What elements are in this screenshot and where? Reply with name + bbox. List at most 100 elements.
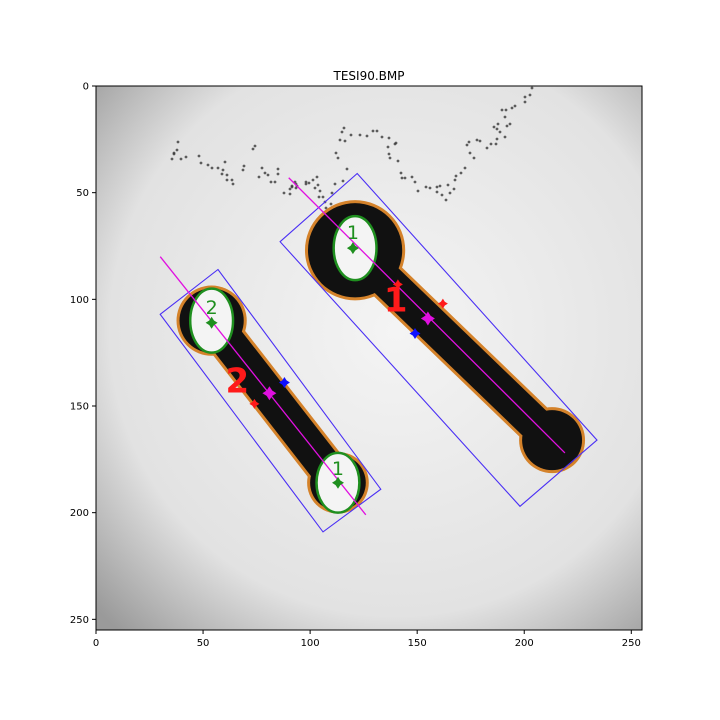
speck — [530, 86, 534, 90]
x-tick-label: 100 — [301, 638, 320, 649]
hole-center-marker — [205, 316, 218, 329]
speck — [495, 127, 499, 131]
speck — [387, 152, 391, 156]
centroid-marker — [262, 386, 277, 401]
speck — [307, 181, 311, 185]
bounding-box — [279, 172, 598, 508]
major-axis-line — [159, 256, 367, 516]
speck — [394, 141, 398, 145]
speck — [184, 155, 188, 159]
speck — [175, 148, 179, 152]
speck — [435, 185, 439, 189]
hole-label: 2 — [206, 297, 218, 319]
red-marker — [249, 398, 260, 409]
speck — [288, 187, 292, 191]
objects-layer: 1 1 1 2 2 — [159, 172, 598, 533]
speck — [304, 180, 308, 184]
centroid-marker — [420, 311, 435, 326]
red-marker — [437, 298, 448, 309]
speck — [489, 142, 493, 146]
hole-label: 1 — [347, 222, 359, 244]
speck — [503, 135, 507, 139]
speck — [508, 122, 512, 126]
speck — [231, 182, 235, 186]
speck — [324, 206, 328, 210]
speck — [179, 157, 183, 161]
speck — [485, 146, 489, 150]
speck — [375, 129, 379, 133]
speck — [210, 166, 214, 170]
speck — [416, 189, 420, 193]
speck — [225, 178, 229, 182]
x-axis: 0 50 100 150 200 250 — [93, 630, 641, 649]
specks-layer — [170, 86, 534, 210]
speck — [380, 135, 384, 139]
y-tick-label: 150 — [70, 402, 89, 413]
y-tick-label: 100 — [70, 295, 89, 306]
x-tick-label: 250 — [622, 638, 641, 649]
speck — [448, 191, 452, 195]
speck — [435, 190, 439, 194]
speck — [387, 136, 391, 140]
y-axis: 0 50 100 150 200 250 — [70, 82, 96, 626]
y-tick-label: 200 — [70, 508, 89, 519]
speck — [472, 156, 476, 160]
speck — [216, 166, 220, 170]
speck — [330, 191, 334, 195]
x-tick-label: 150 — [408, 638, 427, 649]
speck — [345, 167, 349, 171]
speck — [273, 180, 277, 184]
speck — [253, 144, 257, 148]
speck — [230, 178, 234, 182]
object-label: 1 — [384, 280, 408, 320]
speck — [513, 104, 517, 108]
tail-hole-center-marker — [332, 476, 344, 489]
speck — [340, 130, 344, 134]
speck — [386, 145, 390, 149]
speck — [318, 189, 322, 193]
speck — [388, 156, 392, 160]
speck — [341, 179, 345, 183]
speck — [221, 168, 225, 172]
speck — [467, 140, 471, 144]
speck — [459, 171, 463, 175]
speck — [338, 138, 342, 142]
speck — [170, 157, 174, 161]
speck — [329, 202, 333, 206]
speck — [413, 180, 417, 184]
y-tick-label: 0 — [83, 82, 89, 93]
speck — [290, 184, 294, 188]
y-tick-label: 250 — [70, 615, 89, 626]
speck — [333, 182, 337, 186]
speck — [454, 174, 458, 178]
red-marker — [392, 279, 403, 290]
speck — [465, 143, 469, 147]
tail-hole-label: 1 — [332, 458, 344, 480]
speck — [463, 166, 467, 170]
speck — [453, 178, 457, 182]
speck — [336, 156, 340, 160]
speck — [311, 178, 315, 182]
speck — [334, 151, 338, 155]
speck — [452, 187, 456, 191]
speck — [225, 173, 229, 177]
speck — [282, 191, 286, 195]
speck — [242, 164, 246, 168]
speck — [358, 133, 362, 137]
speck — [206, 163, 210, 167]
speck — [523, 100, 527, 104]
speck — [496, 122, 500, 126]
object-label: 2 — [225, 361, 249, 401]
blue-marker — [278, 377, 290, 388]
x-tick-label: 50 — [197, 638, 210, 649]
y-tick-label: 50 — [76, 188, 89, 199]
speck — [444, 198, 448, 202]
speck — [257, 175, 261, 179]
speck — [251, 147, 255, 151]
speck — [503, 115, 507, 119]
speck — [510, 106, 514, 110]
speck — [223, 160, 227, 164]
blue-marker — [409, 328, 421, 339]
speck — [440, 193, 444, 197]
